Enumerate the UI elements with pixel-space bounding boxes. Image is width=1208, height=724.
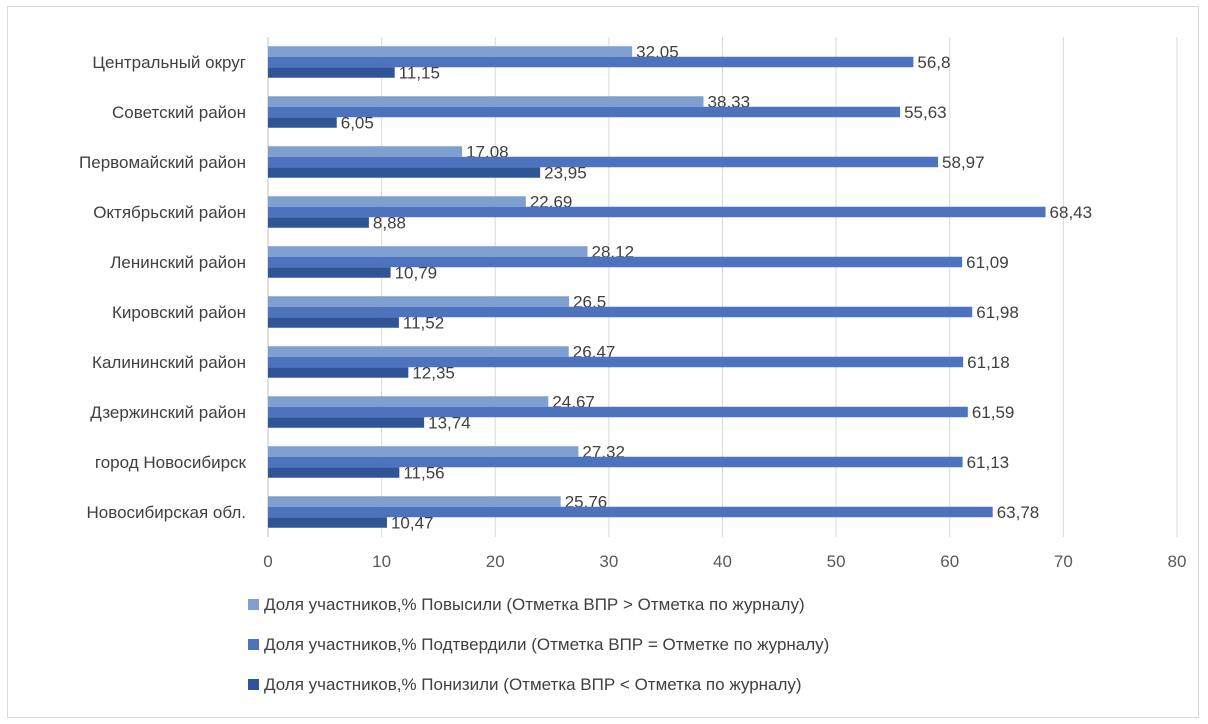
data-label: 12,35 [412, 364, 455, 383]
bar [268, 346, 569, 357]
x-tick-label: 10 [372, 552, 391, 571]
legend-label: Доля участников,% Повысили (Отметка ВПР … [264, 595, 805, 614]
data-label: 58,97 [942, 153, 985, 172]
bar [268, 467, 400, 478]
bar [268, 496, 561, 507]
bar [268, 367, 409, 378]
bar [268, 96, 704, 107]
category-label: Советский район [112, 103, 246, 122]
data-label: 11,56 [403, 464, 444, 483]
bar [268, 256, 963, 268]
legend-swatch [248, 599, 259, 610]
chart-frame: 0 10 20 30 40 50 60 70 80 Центральный округ 32,05 5… [7, 6, 1199, 718]
x-tick-label: 0 [263, 552, 272, 571]
data-label: 63,78 [997, 503, 1040, 522]
bar [268, 417, 425, 428]
x-tick-label: 50 [827, 552, 846, 571]
data-label: 56,8 [917, 53, 950, 72]
data-label: 61,59 [972, 403, 1015, 422]
x-tick-label: 80 [1168, 552, 1187, 571]
bar [268, 296, 570, 307]
x-tick-label: 70 [1054, 552, 1073, 571]
bar [268, 146, 463, 157]
legend-swatch [248, 639, 259, 650]
category-label: Октябрьский район [93, 203, 246, 222]
category-label: Кировский район [112, 303, 246, 322]
data-label: 11,52 [403, 314, 444, 333]
x-tick-label: 40 [713, 552, 732, 571]
category-label: Новосибирская обл. [87, 503, 246, 522]
bar [268, 396, 549, 407]
bar [268, 156, 939, 168]
data-label: 23,95 [544, 164, 587, 183]
data-label: 11,15 [399, 64, 440, 83]
bar [268, 67, 395, 78]
data-label: 10,79 [395, 264, 438, 283]
bar [268, 517, 387, 528]
bar [268, 246, 588, 257]
legend-label: Доля участников,% Понизили (Отметка ВПР … [264, 675, 802, 694]
bar [268, 206, 1046, 218]
category-label: Дзержинский район [90, 403, 246, 422]
x-tick-label: 30 [599, 552, 618, 571]
bar [268, 167, 541, 178]
data-label: 10,47 [391, 514, 434, 533]
bar [268, 446, 579, 457]
legend-swatch [248, 679, 259, 690]
category-label: Ленинский район [110, 253, 246, 272]
bar [268, 406, 968, 418]
bar [268, 217, 369, 228]
category-label: город Новосибирск [95, 453, 247, 472]
data-label: 68,43 [1050, 203, 1093, 222]
bar [268, 267, 391, 278]
bar [268, 456, 963, 468]
bar [268, 306, 973, 318]
data-label: 8,88 [373, 214, 406, 233]
legend-label: Доля участников,% Подтвердили (Отметка В… [264, 635, 829, 654]
category-label: Калининский район [92, 353, 246, 372]
bar [268, 196, 526, 207]
bar [268, 317, 399, 328]
data-label: 55,63 [904, 103, 947, 122]
bar [268, 117, 337, 128]
bar [268, 106, 901, 118]
data-label: 6,05 [341, 114, 374, 133]
data-label: 61,18 [967, 353, 1010, 372]
data-label: 61,09 [966, 253, 1009, 272]
bar [268, 56, 914, 68]
bar [268, 46, 633, 57]
data-label: 61,13 [967, 453, 1010, 472]
bar [268, 356, 964, 368]
data-label: 13,74 [428, 414, 471, 433]
x-tick-label: 20 [486, 552, 505, 571]
x-tick-label: 60 [940, 552, 959, 571]
bar [268, 506, 993, 518]
data-label: 61,98 [976, 303, 1019, 322]
category-label: Первомайский район [79, 153, 246, 172]
category-label: Центральный округ [92, 53, 246, 72]
